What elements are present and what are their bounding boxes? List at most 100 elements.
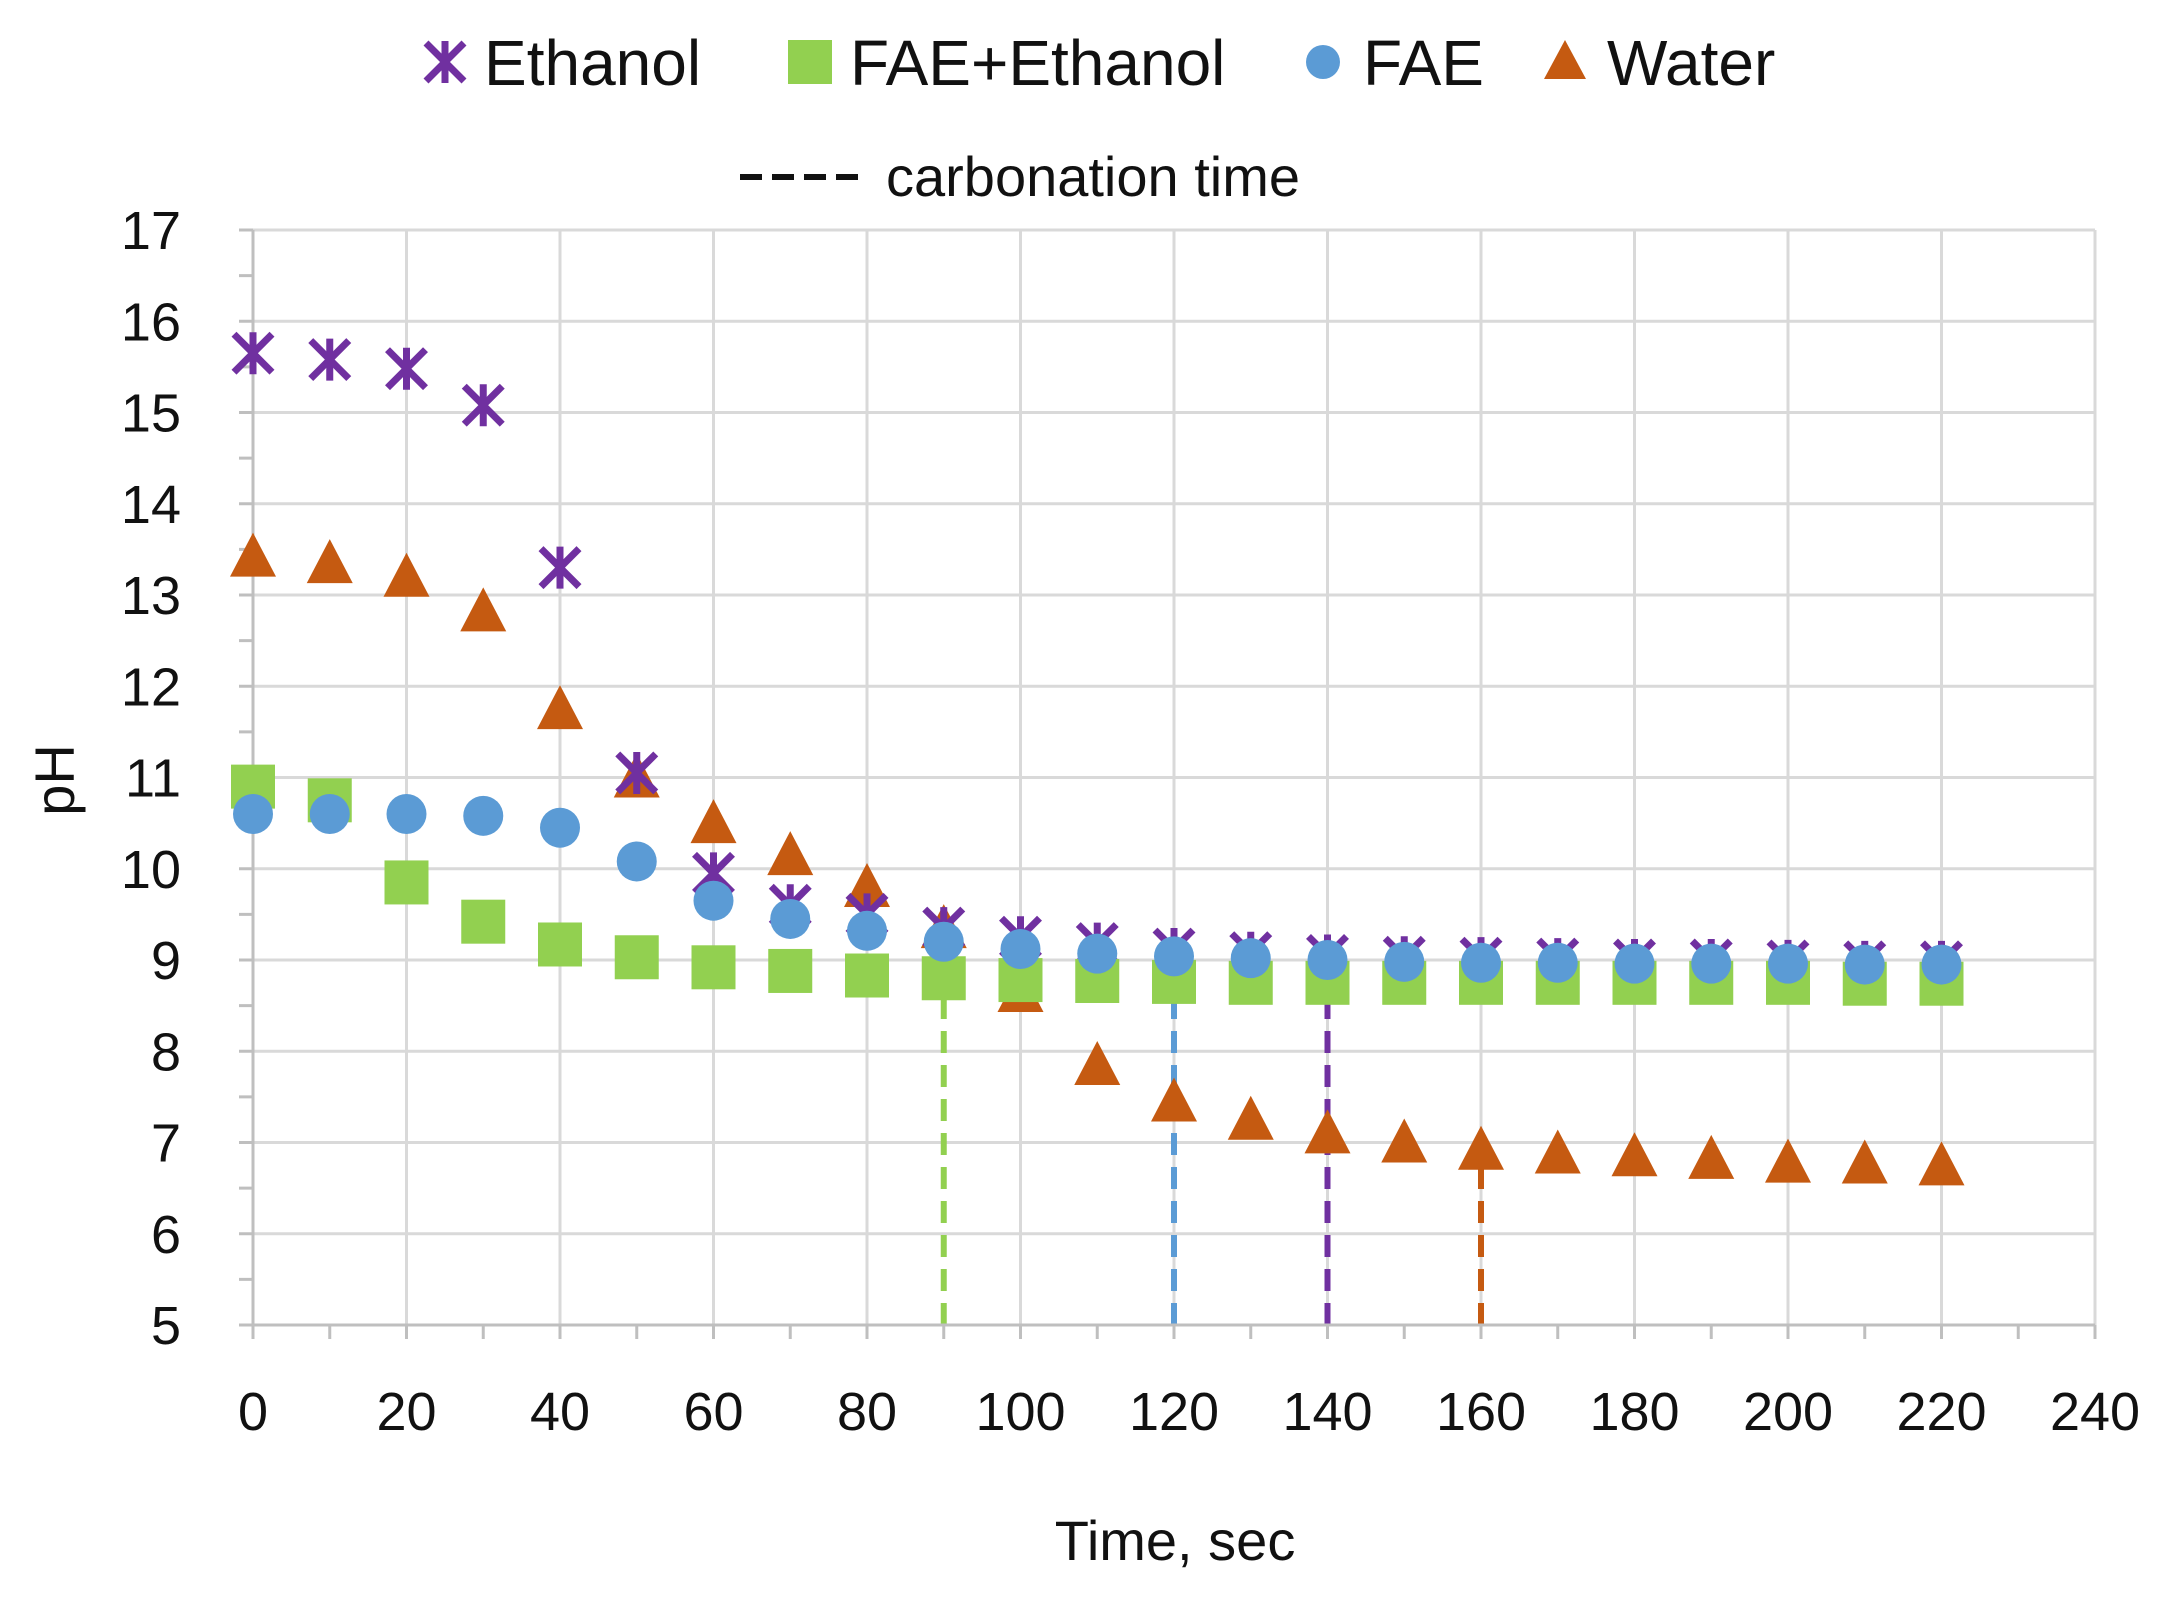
- legend-ethanol-icon: [423, 40, 467, 84]
- point-fae-ethanol: [768, 948, 813, 993]
- axes: [239, 228, 2097, 1339]
- point-fae: [1768, 943, 1808, 984]
- point-ethanol: [615, 751, 659, 795]
- point-water: [1611, 1132, 1658, 1177]
- point-ethanol: [308, 338, 352, 382]
- point-fae: [693, 880, 734, 921]
- x-tick-label: 40: [530, 1382, 590, 1442]
- x-tick-label: 20: [376, 1382, 436, 1442]
- x-tick-label: 160: [1436, 1382, 1526, 1442]
- legend-water-icon: [1544, 40, 1586, 79]
- point-ethanol: [385, 347, 428, 391]
- point-fae: [463, 795, 504, 836]
- point-water: [1304, 1109, 1351, 1154]
- point-water: [1918, 1141, 1965, 1186]
- point-fae-ethanol: [384, 860, 429, 905]
- point-fae-ethanol: [921, 956, 966, 1001]
- x-tick-label: 120: [1129, 1382, 1219, 1442]
- legend-fae-icon: [1306, 45, 1340, 79]
- y-tick-label: 11: [125, 749, 181, 809]
- point-fae: [1461, 942, 1501, 983]
- x-tick-labels: 0 20 40 60 80 100 120 140 160 180 200 220 240: [238, 1382, 2140, 1442]
- point-fae-ethanol: [845, 953, 889, 998]
- point-water: [383, 552, 430, 597]
- y-tick-labels: 5 6 7 8 9 10 11 12 13 14 15 16 17: [121, 201, 181, 1356]
- point-water: [537, 685, 583, 730]
- x-tick-label: 100: [975, 1382, 1065, 1442]
- point-water: [1381, 1118, 1428, 1163]
- point-fae: [1691, 943, 1732, 984]
- x-tick-label: 180: [1589, 1382, 1679, 1442]
- y-tick-label: 12: [121, 657, 181, 717]
- data-points: [230, 331, 1965, 1186]
- point-fae: [1844, 944, 1885, 985]
- point-ethanol: [231, 331, 275, 375]
- point-water: [460, 587, 507, 632]
- point-fae: [847, 910, 887, 951]
- y-tick-label: 8: [151, 1022, 181, 1082]
- point-fae: [233, 794, 273, 834]
- point-fae: [1384, 941, 1425, 982]
- y-axis-title: pH: [23, 744, 86, 816]
- point-water: [1151, 1077, 1197, 1122]
- x-axis-title: Time, sec: [1055, 1509, 1296, 1572]
- point-fae-ethanol: [614, 935, 659, 980]
- series-fae: [233, 794, 1962, 985]
- point-fae: [616, 841, 657, 882]
- y-tick-label: 15: [121, 384, 181, 444]
- x-tick-label: 140: [1282, 1382, 1372, 1442]
- point-water: [1227, 1095, 1274, 1140]
- point-fae: [1154, 936, 1194, 977]
- y-tick-label: 13: [121, 566, 181, 626]
- point-water: [1765, 1138, 1811, 1183]
- legend-fae-ethanol-label: FAE+Ethanol: [850, 27, 1225, 99]
- legend-carbonation-time-label: carbonation time: [886, 145, 1300, 208]
- point-fae-ethanol: [461, 899, 506, 944]
- point-fae: [1307, 940, 1348, 980]
- y-tick-label: 16: [121, 292, 181, 352]
- y-tick-label: 7: [151, 1114, 181, 1174]
- y-tick-label: 6: [151, 1205, 181, 1265]
- y-tick-label: 14: [121, 475, 181, 535]
- point-water: [306, 539, 353, 584]
- x-tick-label: 80: [837, 1382, 897, 1442]
- point-water: [1688, 1134, 1735, 1179]
- point-water: [690, 799, 737, 844]
- point-fae-ethanol: [691, 945, 736, 990]
- series-water: [230, 532, 1965, 1186]
- point-water: [1534, 1129, 1581, 1174]
- legend-item-fae: FAE: [1306, 27, 1484, 99]
- point-fae: [1614, 943, 1655, 984]
- point-water: [1841, 1139, 1888, 1184]
- gridlines: [251, 228, 2097, 1327]
- legend-water-label: Water: [1607, 27, 1775, 99]
- y-tick-label: 17: [121, 201, 181, 261]
- point-fae: [923, 921, 964, 962]
- series-ethanol: [231, 331, 1963, 984]
- point-fae: [540, 807, 580, 848]
- point-fae: [770, 898, 811, 939]
- x-tick-label: 0: [238, 1382, 268, 1442]
- x-tick-label: 60: [683, 1382, 743, 1442]
- point-fae: [386, 794, 427, 834]
- legend-item-water: Water: [1544, 27, 1775, 99]
- point-water: [1074, 1040, 1121, 1085]
- legend: Ethanol FAE+Ethanol FAE Water carbonation t…: [423, 27, 1775, 208]
- point-fae-ethanol: [538, 922, 582, 967]
- point-water: [1458, 1125, 1504, 1170]
- legend-fae-ethanol-icon: [788, 40, 832, 84]
- x-tick-label: 200: [1743, 1382, 1833, 1442]
- point-water: [844, 863, 890, 907]
- x-tick-label: 220: [1896, 1382, 1986, 1442]
- point-fae: [1537, 942, 1578, 983]
- legend-ethanol-label: Ethanol: [484, 27, 701, 99]
- point-fae: [309, 794, 350, 834]
- y-tick-label: 5: [151, 1296, 181, 1356]
- legend-item-ethanol: Ethanol: [423, 27, 701, 99]
- point-fae: [1921, 944, 1962, 985]
- point-water: [767, 831, 814, 876]
- point-water: [230, 532, 276, 577]
- point-ethanol: [538, 546, 582, 590]
- legend-carbonation-time: carbonation time: [740, 145, 1300, 208]
